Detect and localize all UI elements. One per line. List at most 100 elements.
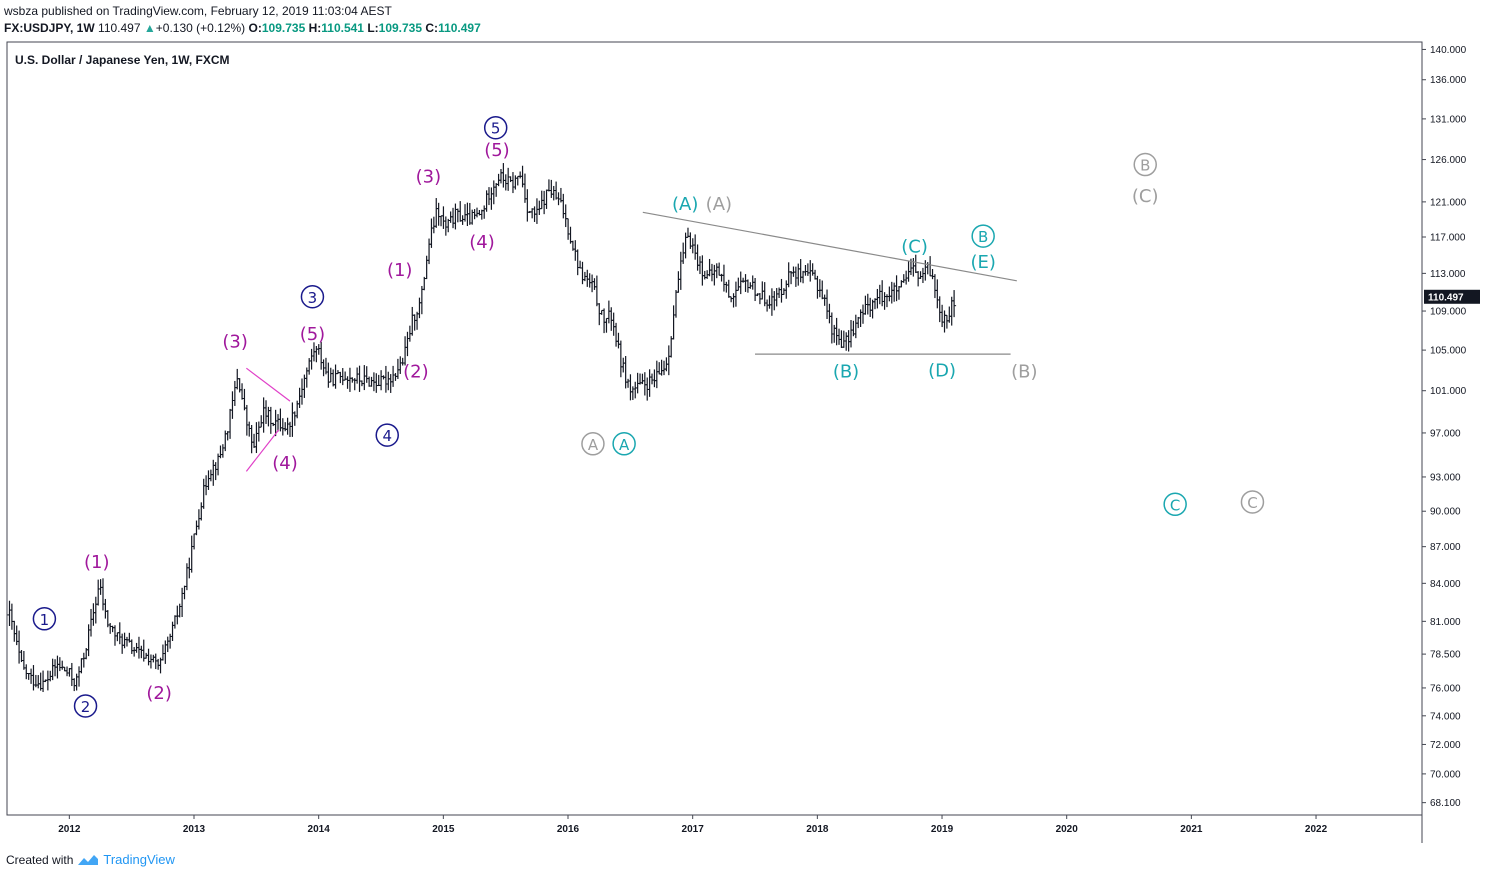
time-tick-label: 2017 [682, 824, 705, 835]
wave-label: (B) [833, 362, 859, 383]
price-tick-label: 126.000 [1430, 155, 1467, 166]
svg-text:(2): (2) [146, 683, 172, 704]
wave-label: B [971, 224, 995, 248]
svg-text:(5): (5) [300, 324, 326, 345]
price-tick-label: 109.000 [1430, 307, 1467, 318]
price-tick-label: 72.000 [1430, 740, 1461, 751]
wave-label: (E) [970, 252, 995, 273]
time-tick-label: 2013 [183, 824, 206, 835]
svg-text:(D): (D) [928, 361, 956, 382]
open-value: 109.735 [261, 21, 306, 35]
price-tick-label: 84.000 [1430, 579, 1461, 590]
symbol-label: FX:USDJPY, 1W [4, 21, 95, 35]
price-tick-label: 131.000 [1430, 114, 1467, 125]
trendline[interactable] [642, 211, 1017, 282]
wave-label: A [581, 432, 605, 456]
price-tick-label: 68.100 [1430, 798, 1461, 809]
time-tick-label: 2018 [806, 824, 829, 835]
price-tick-label: 117.000 [1430, 233, 1466, 244]
svg-text:B: B [978, 228, 988, 246]
price-tick-label: 81.000 [1430, 617, 1461, 628]
wave-label: C [1240, 490, 1265, 514]
price-change: +0.130 (+0.12%) [155, 21, 246, 35]
low-label: L: [367, 21, 379, 35]
svg-text:5: 5 [491, 120, 501, 138]
time-tick-label: 2016 [557, 824, 580, 835]
time-tick-label: 2021 [1180, 824, 1203, 835]
price-tick-label: 101.000 [1430, 386, 1467, 397]
wave-label: 1 [32, 607, 57, 631]
svg-text:(E): (E) [970, 252, 995, 273]
wave-label: (3) [416, 167, 442, 188]
svg-text:2: 2 [81, 698, 91, 716]
last-price: 110.497 [98, 21, 141, 35]
created-with-label: Created with [6, 852, 74, 867]
svg-text:(1): (1) [84, 552, 110, 573]
wave-label: (4) [272, 453, 298, 474]
high-label: H: [308, 21, 322, 35]
close-label: C: [425, 21, 439, 35]
price-tick-label: 136.000 [1430, 75, 1467, 86]
publish-line: wsbza published on TradingView.com, Febr… [4, 3, 481, 20]
wave-label: (C) [1132, 186, 1159, 207]
wave-label: (4) [469, 232, 495, 253]
high-value: 110.541 [321, 21, 364, 35]
price-axis[interactable]: 140.000 136.000 131.000 126.000 121.000 117.0… [1422, 45, 1467, 809]
wave-label: (2) [146, 683, 172, 704]
svg-text:C: C [1247, 494, 1257, 512]
ohlc-bars [7, 163, 957, 693]
wave-label: B [1133, 152, 1157, 177]
price-tick-label: 121.000 [1430, 197, 1467, 208]
price-tick-label: 70.000 [1430, 769, 1461, 780]
price-tick-label: 97.000 [1430, 428, 1461, 439]
trendlines[interactable] [245, 211, 1017, 472]
svg-text:(C): (C) [901, 236, 928, 257]
wave-label: (A) [706, 194, 732, 215]
svg-text:3: 3 [308, 289, 318, 307]
time-tick-label: 2020 [1056, 824, 1079, 835]
time-tick-label: 2019 [931, 824, 954, 835]
svg-text:(4): (4) [272, 453, 298, 474]
time-tick-label: 2012 [58, 824, 81, 835]
svg-text:C: C [1170, 496, 1180, 514]
svg-text:(1): (1) [387, 260, 413, 281]
wave-labels: 1 2 (1) (2) (3) (4) 3 (5) 4 (2) (1) (3) (4) 5 (5) A A (A)… [32, 115, 1265, 718]
wave-label: 5 [483, 115, 508, 140]
price-tick-label: 140.000 [1430, 45, 1467, 56]
time-axis[interactable]: 2012 2013 2014 2015 2016 2017 2018 2019 2020 2021… [58, 815, 1328, 835]
tradingview-brand[interactable]: TradingView [103, 852, 175, 867]
svg-text:1: 1 [40, 611, 50, 629]
time-tick-label: 2022 [1305, 824, 1328, 835]
trendline[interactable] [245, 429, 280, 472]
author-name[interactable]: wsbza [4, 4, 39, 18]
price-tick-label: 74.000 [1430, 711, 1461, 722]
wave-label: (A) [672, 194, 698, 215]
svg-text:(B): (B) [833, 362, 859, 383]
last-price-marker: 110.497 [1424, 289, 1480, 304]
price-tick-label: 113.000 [1430, 269, 1466, 280]
ohlc-line: FX:USDJPY, 1W 110.497 ▲+0.130 (+0.12%) O… [4, 20, 481, 37]
wave-label: (5) [300, 324, 326, 345]
svg-text:(2): (2) [403, 362, 429, 383]
low-value: 109.735 [378, 21, 423, 35]
wave-label: 4 [375, 423, 399, 447]
wave-label: (3) [222, 332, 248, 353]
wave-label: (B) [1011, 362, 1037, 383]
wave-label: (1) [387, 260, 413, 281]
svg-text:B: B [1140, 157, 1150, 175]
wave-label: C [1163, 492, 1187, 517]
plot-frame [6, 41, 1423, 816]
svg-text:A: A [588, 436, 599, 454]
last-price-axis-label: 110.497 [1428, 292, 1464, 303]
trendline[interactable] [246, 367, 291, 402]
wave-label: 3 [300, 285, 325, 309]
svg-text:A: A [619, 436, 630, 454]
svg-text:4: 4 [382, 427, 392, 445]
svg-text:(3): (3) [222, 332, 248, 353]
price-tick-label: 78.500 [1430, 650, 1461, 661]
svg-text:(B): (B) [1011, 362, 1037, 383]
time-tick-label: 2014 [308, 824, 331, 835]
price-tick-label: 105.000 [1430, 346, 1467, 357]
wave-label: (C) [901, 236, 928, 257]
